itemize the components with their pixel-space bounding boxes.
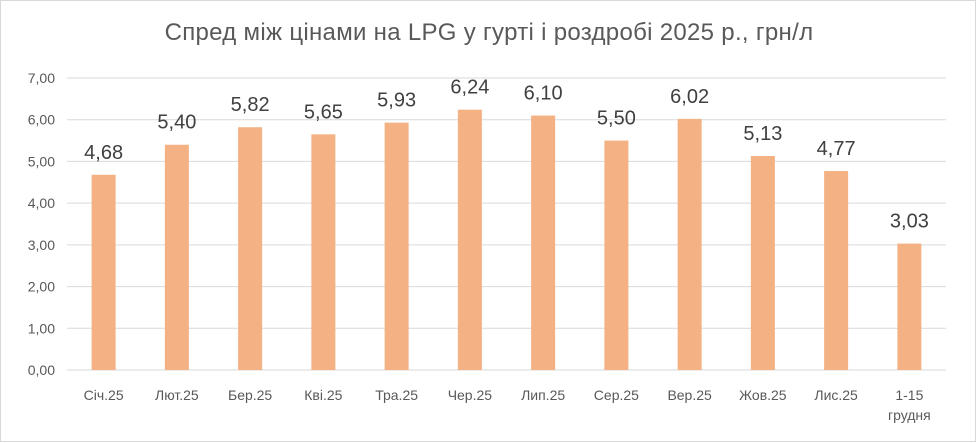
bar bbox=[164, 144, 189, 370]
bar bbox=[750, 156, 775, 370]
y-tick-label: 4,00 bbox=[28, 195, 55, 211]
y-tick-label: 7,00 bbox=[28, 70, 55, 86]
y-tick-label: 2,00 bbox=[28, 279, 55, 295]
x-tick-label: Тра.25 bbox=[375, 387, 418, 403]
data-label: 3,03 bbox=[890, 211, 929, 233]
bar bbox=[677, 118, 702, 370]
bar bbox=[91, 174, 116, 370]
x-tick-label: Жов.25 bbox=[739, 387, 787, 403]
chart-title: Спред між цінами на LPG у гурті і роздро… bbox=[164, 19, 814, 46]
data-label: 5,50 bbox=[597, 108, 636, 130]
data-label: 5,13 bbox=[743, 123, 782, 145]
x-tick-label: 1-15 грудня bbox=[888, 387, 931, 423]
bar bbox=[531, 115, 556, 371]
data-label: 6,24 bbox=[450, 77, 489, 99]
data-label: 4,68 bbox=[84, 142, 123, 164]
x-tick-label: Бер.25 bbox=[228, 387, 272, 403]
x-tick-label: Сер.25 bbox=[594, 387, 639, 403]
data-label: 4,77 bbox=[817, 138, 856, 160]
data-label: 6,02 bbox=[670, 86, 709, 108]
bar bbox=[384, 122, 409, 371]
y-tick-label: 5,00 bbox=[28, 153, 55, 169]
y-tick-label: 0,00 bbox=[28, 362, 55, 378]
bar bbox=[897, 243, 922, 370]
bar bbox=[457, 109, 482, 371]
bar bbox=[604, 140, 629, 370]
x-tick-label: Вер.25 bbox=[667, 387, 712, 403]
x-tick-label: Чер.25 bbox=[448, 387, 493, 403]
bar bbox=[311, 134, 336, 370]
data-label: 5,65 bbox=[304, 101, 343, 123]
data-label: 6,10 bbox=[524, 83, 563, 105]
bar bbox=[238, 127, 263, 370]
y-tick-label: 6,00 bbox=[28, 112, 55, 128]
y-tick-label: 1,00 bbox=[28, 320, 55, 336]
bar bbox=[824, 171, 849, 370]
data-label: 5,93 bbox=[377, 90, 416, 112]
x-tick-label: Кві.25 bbox=[304, 387, 342, 403]
x-tick-label: Лют.25 bbox=[155, 387, 199, 403]
y-tick-label: 3,00 bbox=[28, 237, 55, 253]
x-tick-label: Лип.25 bbox=[521, 387, 565, 403]
data-label: 5,40 bbox=[157, 112, 196, 134]
x-tick-label: Січ.25 bbox=[84, 387, 124, 403]
data-label: 5,82 bbox=[231, 94, 270, 116]
x-tick-label: Лис.25 bbox=[814, 387, 858, 403]
